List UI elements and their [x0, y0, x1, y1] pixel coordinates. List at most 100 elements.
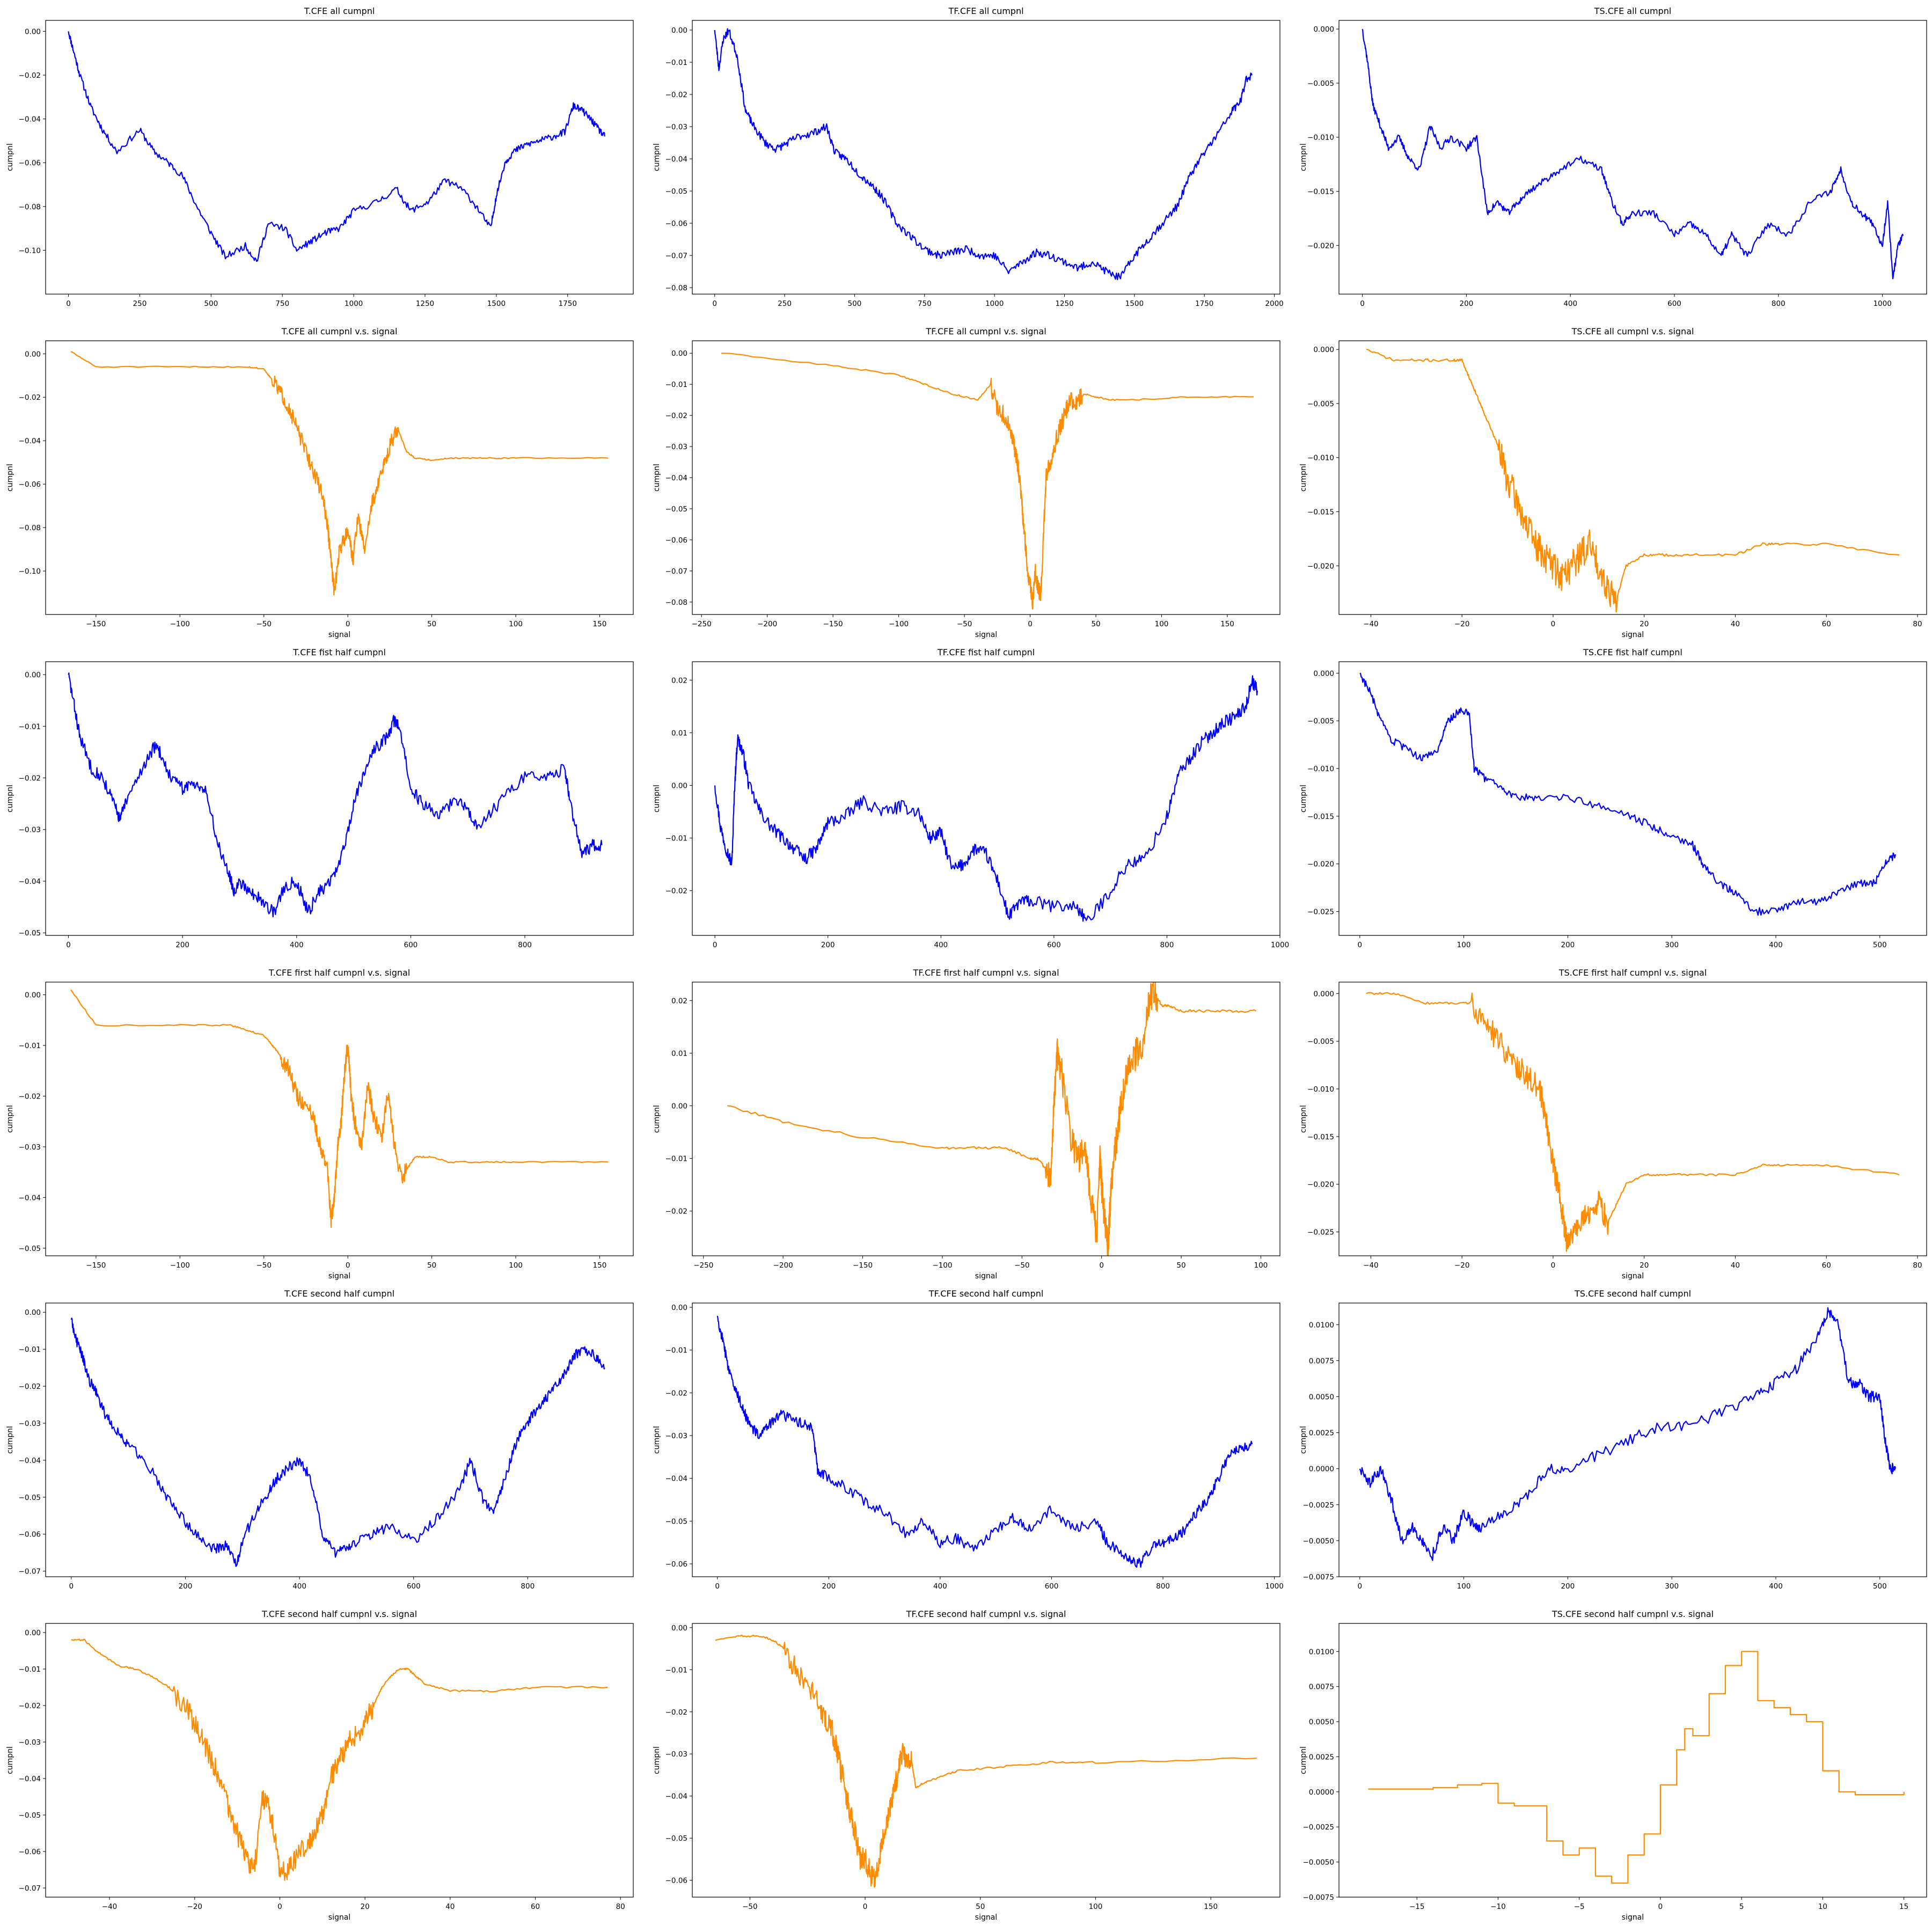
x-tick-label: 1000 — [985, 299, 1004, 308]
x-tick-label: 80 — [1913, 1261, 1922, 1270]
x-tick-label: 40 — [1731, 620, 1740, 628]
x-tick-label: 100 — [509, 620, 523, 628]
y-tick-label: −0.06 — [19, 1848, 41, 1856]
y-tick-label: −0.01 — [665, 380, 687, 389]
y-tick-label: 0.0000 — [1309, 1788, 1334, 1797]
x-tick-label: 20 — [1640, 1261, 1649, 1270]
x-tick-label: 100 — [1457, 941, 1471, 949]
panel-title: T.CFE second half cumpnl v.s. signal — [261, 1609, 417, 1619]
x-tick-label: −20 — [1454, 1261, 1470, 1270]
y-axis-label: cumpnl — [1299, 143, 1308, 171]
x-tick-label: 2000 — [1265, 299, 1283, 308]
y-tick-label: −0.02 — [19, 774, 41, 783]
x-tick-label: 0 — [1551, 1261, 1556, 1270]
x-tick-label: 0 — [863, 1902, 868, 1911]
y-tick-label: −0.015 — [1307, 187, 1334, 196]
y-tick-label: −0.05 — [665, 1517, 687, 1526]
x-tick-label: 50 — [1091, 620, 1100, 628]
y-tick-label: 0.00 — [25, 1308, 41, 1317]
x-axis-label: signal — [975, 1913, 997, 1922]
y-axis-label: cumpnl — [6, 785, 14, 813]
y-tick-label: 0.0025 — [1309, 1753, 1334, 1761]
y-tick-label: −0.06 — [665, 219, 687, 228]
y-tick-label: −0.04 — [19, 1194, 41, 1202]
x-tick-label: −100 — [170, 1261, 190, 1270]
x-tick-label: 200 — [1561, 941, 1575, 949]
x-tick-label: 10 — [1818, 1902, 1827, 1911]
x-tick-label: 800 — [1160, 941, 1174, 949]
x-tick-label: 800 — [518, 941, 532, 949]
y-tick-label: −0.010 — [1307, 454, 1334, 463]
panel-title: TF.CFE second half cumpnl v.s. signal — [906, 1609, 1066, 1619]
x-tick-label: 100 — [1457, 1582, 1471, 1591]
y-tick-label: −0.03 — [665, 1432, 687, 1440]
y-tick-label: −0.025 — [1307, 908, 1334, 917]
x-tick-label: 60 — [1822, 1261, 1831, 1270]
y-tick-label: −0.03 — [19, 826, 41, 835]
x-tick-label: 0 — [277, 1902, 282, 1911]
x-tick-label: 0 — [1551, 620, 1556, 628]
panel-title: T.CFE all cumpnl v.s. signal — [281, 326, 398, 336]
y-tick-label: −0.08 — [19, 203, 41, 211]
x-tick-label: 250 — [133, 299, 147, 308]
x-tick-label: 20 — [361, 1902, 370, 1911]
y-tick-label: 0.0100 — [1309, 1648, 1334, 1656]
x-tick-label: 100 — [1254, 1261, 1268, 1270]
subplot-p0: T.CFE all cumpnl cumpnl 0 250 500 750 1000 1250… — [6, 6, 634, 308]
y-tick-label: −0.01 — [19, 722, 41, 731]
x-tick-label: 200 — [179, 1582, 193, 1591]
subplot-p4: TF.CFE all cumpnl v.s. signal cumpnl signa… — [653, 326, 1280, 639]
y-tick-label: −0.06 — [19, 1531, 41, 1539]
y-tick-label: −0.02 — [19, 1702, 41, 1710]
y-tick-label: −0.04 — [665, 474, 687, 482]
y-tick-label: 0.01 — [671, 1049, 687, 1058]
x-tick-label: 500 — [848, 299, 862, 308]
subplot-p3: T.CFE all cumpnl v.s. signal cumpnl signal… — [6, 326, 634, 639]
y-tick-label: −0.01 — [19, 1345, 41, 1354]
subplot-p2: TS.CFE all cumpnl cumpnl 0 200 400 600 800 1000… — [1299, 6, 1927, 308]
x-tick-label: 1250 — [416, 299, 434, 308]
x-tick-label: 0 — [1357, 941, 1362, 949]
y-tick-label: 0.0100 — [1309, 1321, 1334, 1329]
series-line — [1368, 1651, 1905, 1884]
y-tick-label: −0.02 — [665, 1208, 687, 1216]
y-tick-label: 0.00 — [671, 349, 687, 358]
y-tick-label: 0.000 — [1313, 25, 1334, 34]
x-tick-label: 200 — [175, 941, 189, 949]
y-tick-label: −0.01 — [19, 1665, 41, 1674]
y-tick-label: 0.01 — [671, 729, 687, 737]
y-tick-label: 0.02 — [671, 676, 687, 685]
axes-frame — [1338, 20, 1927, 295]
axes-frame — [1338, 1302, 1927, 1577]
series-line — [71, 1638, 608, 1881]
y-tick-label: −0.02 — [19, 1093, 41, 1101]
axes-frame — [692, 661, 1280, 936]
y-tick-label: −0.02 — [19, 71, 41, 80]
x-tick-label: 400 — [934, 941, 948, 949]
x-tick-label: 1000 — [1873, 299, 1891, 308]
y-tick-label: −0.015 — [1307, 813, 1334, 821]
y-tick-label: −0.0050 — [1302, 1537, 1334, 1546]
y-tick-label: −0.0075 — [1302, 1893, 1334, 1902]
y-axis-label: cumpnl — [1299, 1105, 1308, 1133]
y-tick-label: −0.07 — [19, 1568, 41, 1576]
axes-frame — [45, 1302, 634, 1577]
x-tick-label: −150 — [823, 620, 843, 628]
y-tick-label: 0.00 — [671, 26, 687, 35]
y-axis-label: cumpnl — [1299, 464, 1308, 492]
y-tick-label: −0.005 — [1307, 79, 1334, 88]
x-axis-label: signal — [328, 1913, 350, 1922]
panel-title: TS.CFE first half cumpnl v.s. signal — [1558, 968, 1707, 978]
subplot-p13: TF.CFE second half cumpnl cumpnl 0 200 400 60… — [653, 1289, 1284, 1591]
y-tick-label: 0.00 — [671, 1304, 687, 1312]
x-tick-label: −40 — [102, 1902, 118, 1911]
subplot-p17: TS.CFE second half cumpnl v.s. signal cum… — [1299, 1609, 1927, 1922]
y-axis-label: cumpnl — [6, 1746, 14, 1774]
x-tick-label: 1750 — [1195, 299, 1213, 308]
x-tick-label: 0 — [69, 1582, 74, 1591]
y-tick-label: 0.000 — [1313, 346, 1334, 354]
x-tick-label: 5 — [1739, 1902, 1744, 1911]
y-axis-label: cumpnl — [653, 1426, 661, 1454]
subplot-p12: T.CFE second half cumpnl cumpnl 0 200 400 600… — [6, 1289, 634, 1591]
axes-frame — [1338, 661, 1927, 936]
